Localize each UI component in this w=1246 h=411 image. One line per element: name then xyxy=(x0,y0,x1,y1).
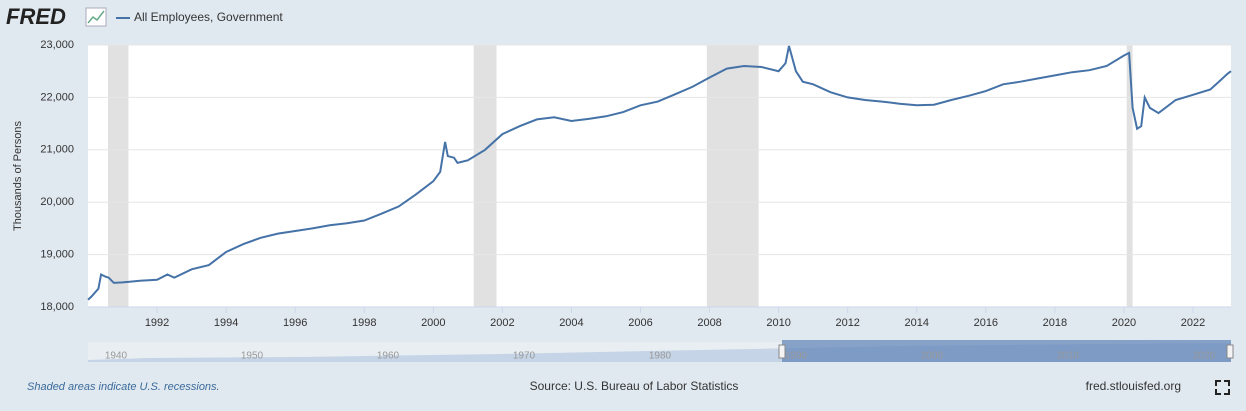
recession-band xyxy=(706,45,759,307)
navigator-selection[interactable] xyxy=(782,340,1231,362)
x-tick-label: 2008 xyxy=(697,317,721,329)
x-tick-label: 1996 xyxy=(283,317,307,329)
x-tick-label: 2014 xyxy=(905,317,929,329)
source: Source: U.S. Bureau of Labor Statistics xyxy=(530,379,739,393)
navigator-label: 2010 xyxy=(1057,351,1080,362)
navigator-label: 1940 xyxy=(105,351,128,362)
navigator-handle[interactable] xyxy=(1226,344,1234,359)
navigator-label: 1990 xyxy=(785,351,808,362)
y-axis-label: Thousands of Persons xyxy=(12,120,24,231)
y-tick-label: 18,000 xyxy=(40,301,74,313)
x-tick-label: 1998 xyxy=(352,317,376,329)
x-tick-label: 2020 xyxy=(1112,317,1136,329)
recession-band xyxy=(1126,45,1133,307)
x-tick-label: 1994 xyxy=(214,317,238,329)
x-tick-label: 2002 xyxy=(490,317,514,329)
y-tick-label: 23,000 xyxy=(40,39,74,51)
navigator-label: 1980 xyxy=(649,351,672,362)
navigator-label: 2020 xyxy=(1193,351,1216,362)
logo-icon xyxy=(85,7,107,27)
navigator-label: 2000 xyxy=(921,351,944,362)
y-tick-label: 19,000 xyxy=(40,249,74,261)
y-tick-label: 21,000 xyxy=(40,144,74,156)
series-line xyxy=(87,45,1232,301)
x-tick-label: 2022 xyxy=(1181,317,1205,329)
x-tick-label: 2000 xyxy=(421,317,445,329)
y-tick-label: 20,000 xyxy=(40,196,74,208)
recession-note: Shaded areas indicate U.S. recessions. xyxy=(27,381,220,393)
navigator-label: 1960 xyxy=(377,351,400,362)
x-tick-label: 2018 xyxy=(1043,317,1067,329)
navigator-label: 1950 xyxy=(241,351,264,362)
recession-band xyxy=(108,45,129,307)
logo[interactable]: FRED xyxy=(6,4,66,29)
navigator-label: 1970 xyxy=(513,351,536,362)
x-tick-label: 2004 xyxy=(559,317,583,329)
y-tick-label: 22,000 xyxy=(40,91,74,103)
x-tick-label: 1992 xyxy=(145,317,169,329)
fullscreen-button[interactable] xyxy=(1215,380,1230,395)
navigator-handle[interactable] xyxy=(778,344,786,359)
legend-label[interactable]: All Employees, Government xyxy=(134,10,283,24)
plot-area xyxy=(88,45,1231,307)
x-tick-label: 2012 xyxy=(835,317,859,329)
site-link[interactable]: fred.stlouisfed.org xyxy=(1086,379,1181,393)
x-tick-label: 2006 xyxy=(628,317,652,329)
navigator xyxy=(88,340,1234,362)
x-tick-label: 2016 xyxy=(974,317,998,329)
recession-band xyxy=(473,45,497,307)
x-tick-label: 2010 xyxy=(766,317,790,329)
